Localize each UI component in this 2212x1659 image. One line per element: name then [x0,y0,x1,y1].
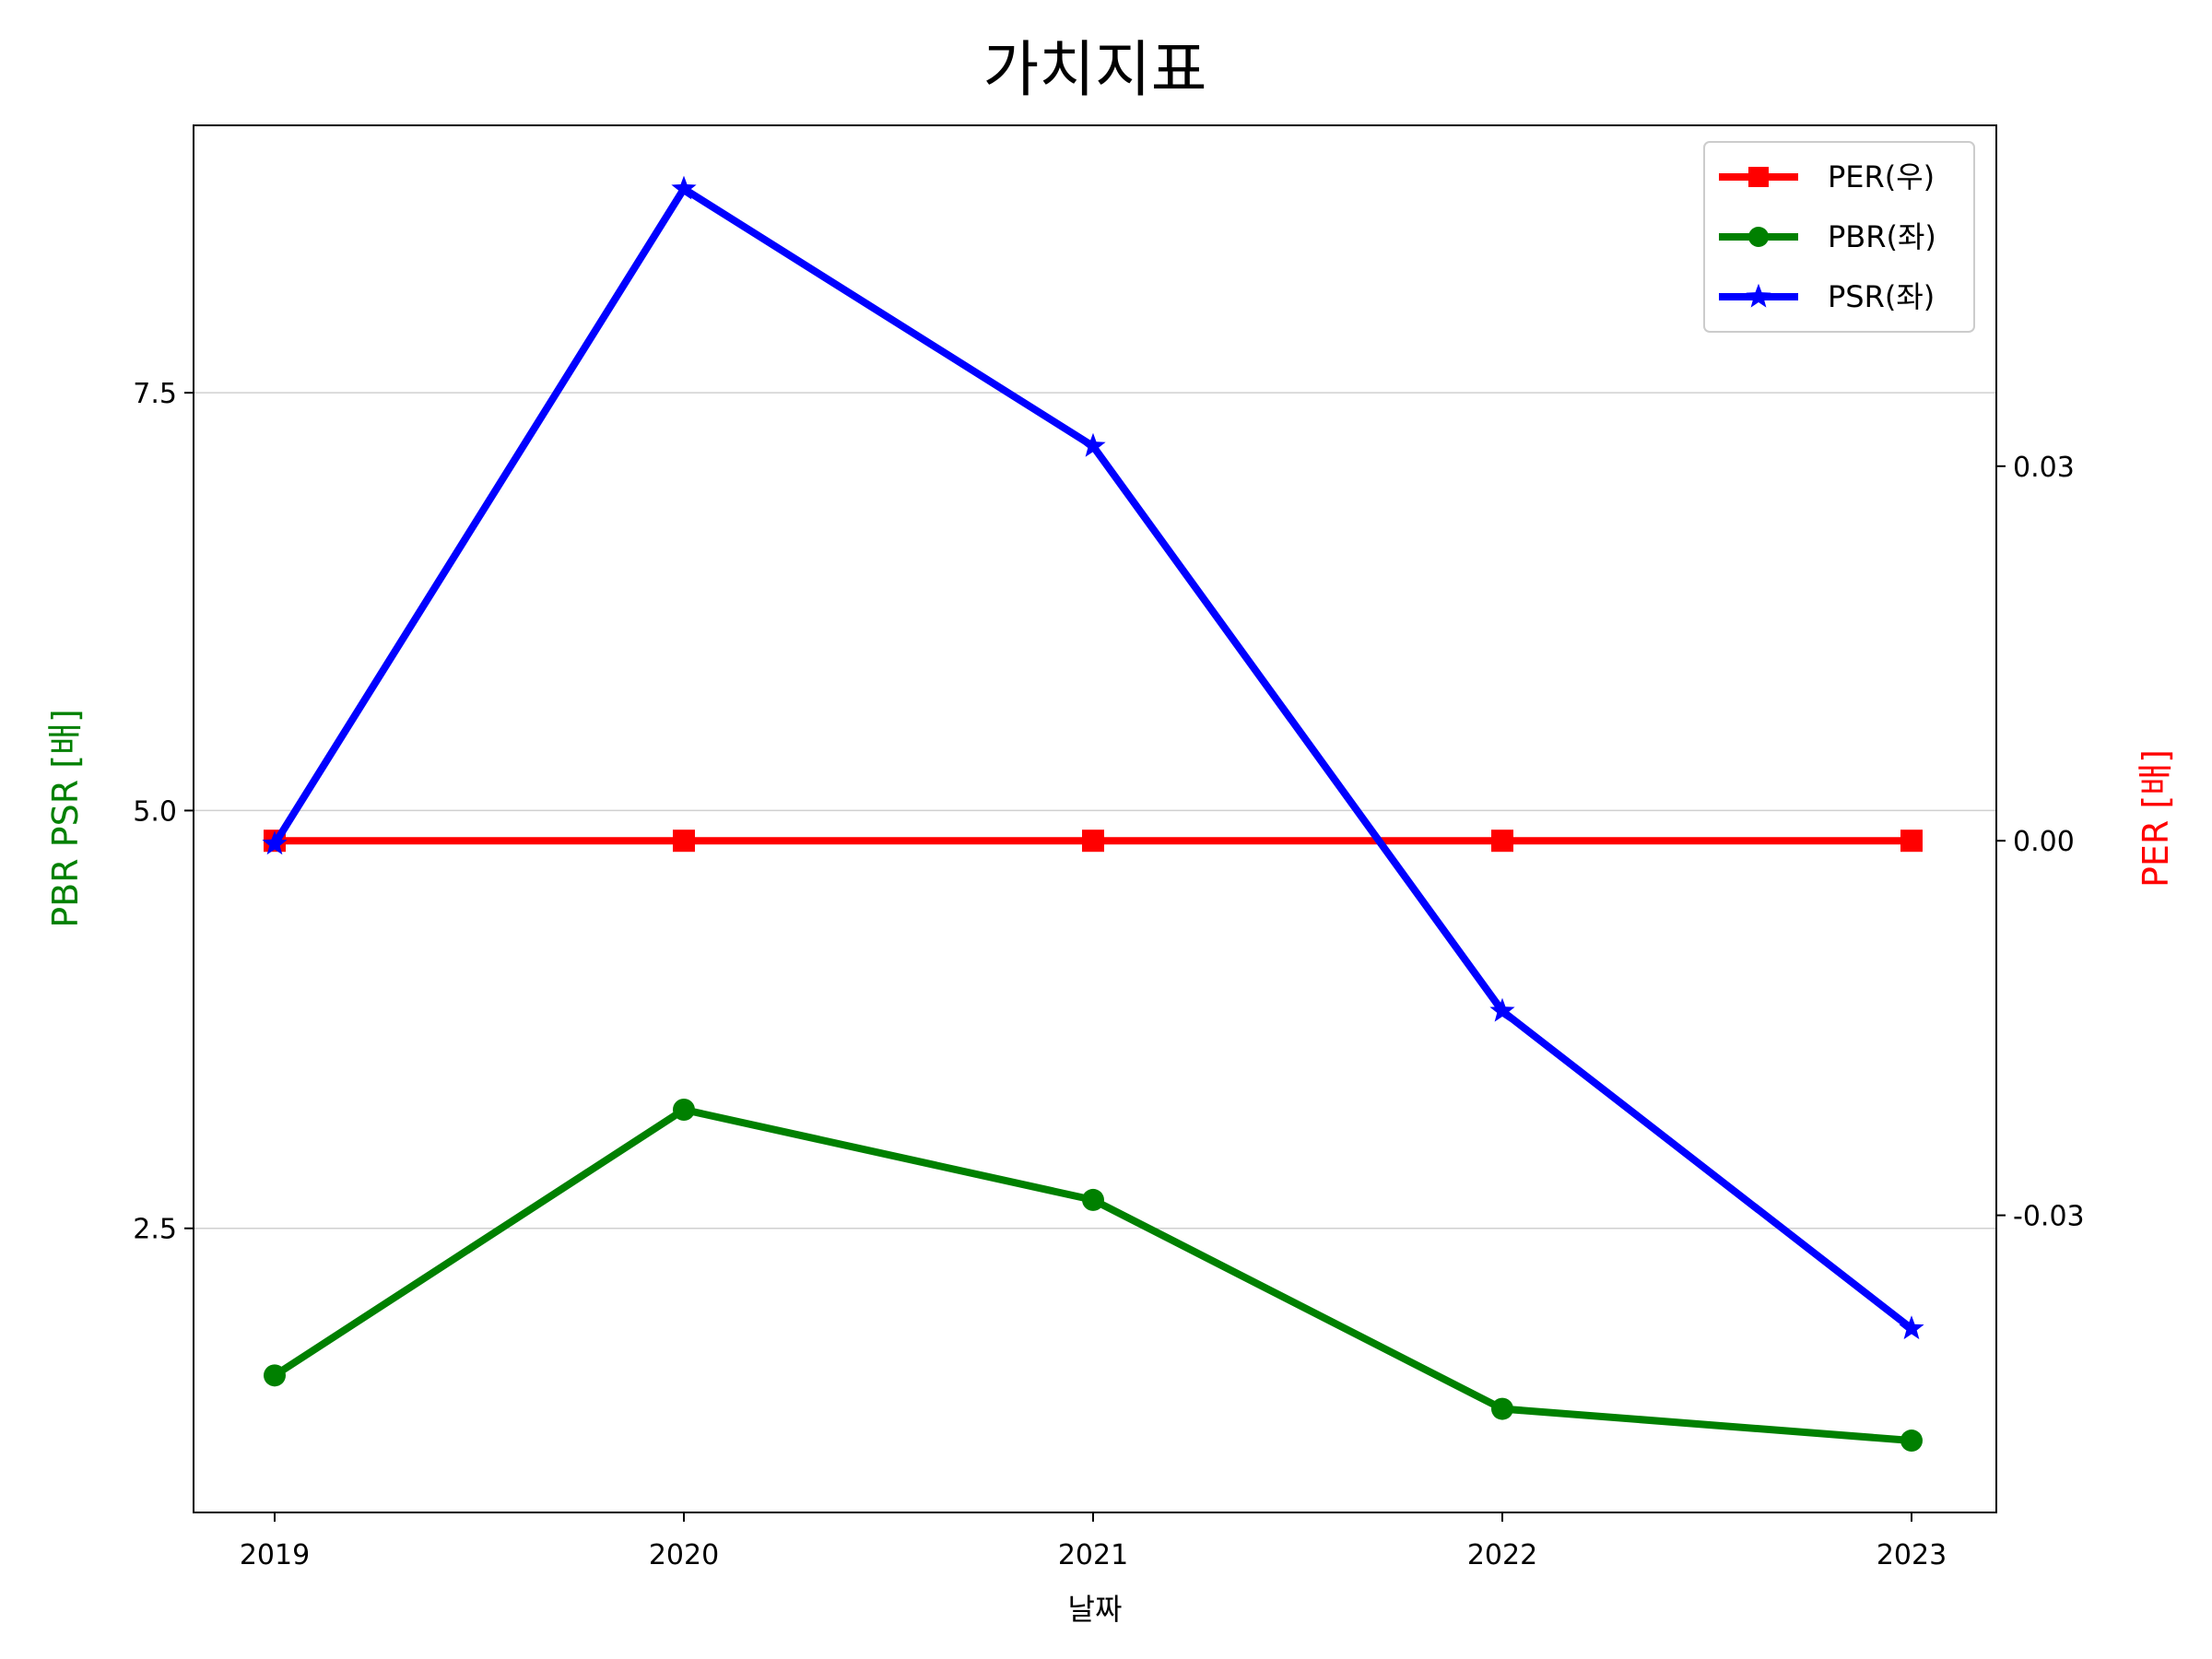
y-axis-left-title: PBR PSR [배] [45,709,86,928]
series-line [271,184,1914,1332]
y-axis-left: 2.5 5.0 7.5 [133,378,194,1246]
data-point [1900,830,1923,853]
plot-frame [193,124,1997,1513]
legend-marker [1748,227,1769,247]
x-tick-label: 2022 [1467,1539,1537,1571]
series-line [272,1106,1912,1444]
series-PER(우) [264,830,1923,853]
y-left-tick-label: 7.5 [133,378,177,410]
legend-label: PBR(좌) [1828,219,1936,254]
y-right-tick-label: -0.03 [2013,1201,2085,1233]
legend-marker [1748,167,1769,187]
series-PBR(좌) [264,1099,1923,1453]
x-tick-label: 2019 [240,1539,310,1571]
data-point [262,830,288,855]
grid-lines [194,392,1996,1230]
legend: PER(우) PBR(좌) PSR(좌) [1703,141,1975,333]
series-PSR(좌) [262,175,1924,1340]
legend-marker [1746,283,1771,308]
data-point [264,1364,286,1387]
series-layer [262,175,1924,1453]
y-right-tick-label: 0.03 [2013,452,2075,484]
y-right-tick-label: 0.00 [2013,826,2075,858]
y-axis-right: -0.03 0.00 0.03 [1996,452,2085,1233]
data-point [1900,1430,1923,1453]
y-axis-right-title: PER [배] [2136,749,2176,888]
legend-label: PER(우) [1828,159,1935,194]
x-axis: 2019 2020 2021 2022 2023 [240,1512,1947,1571]
data-point [1899,1315,1924,1340]
legend-item: PER(우) [1719,159,1935,194]
chart-title: 가치지표 [983,34,1207,105]
data-point [1082,830,1104,853]
x-axis-title: 날짜 [1068,1592,1123,1627]
y-left-tick-label: 5.0 [133,795,177,828]
data-point [673,1099,695,1122]
y-left-tick-label: 2.5 [133,1214,177,1246]
data-point [1489,997,1515,1022]
data-point [673,830,695,853]
legend-item: PSR(좌) [1719,279,1935,314]
data-point [671,175,697,200]
data-point [1082,1188,1104,1211]
data-point [1491,830,1513,853]
data-point [1491,1397,1513,1420]
legend-box [1703,141,1975,333]
x-tick-label: 2023 [1877,1539,1947,1571]
x-tick-label: 2020 [649,1539,719,1571]
legend-item: PBR(좌) [1719,219,1936,254]
legend-label: PSR(좌) [1828,279,1935,314]
x-tick-label: 2021 [1058,1539,1128,1571]
data-point [1080,432,1106,457]
